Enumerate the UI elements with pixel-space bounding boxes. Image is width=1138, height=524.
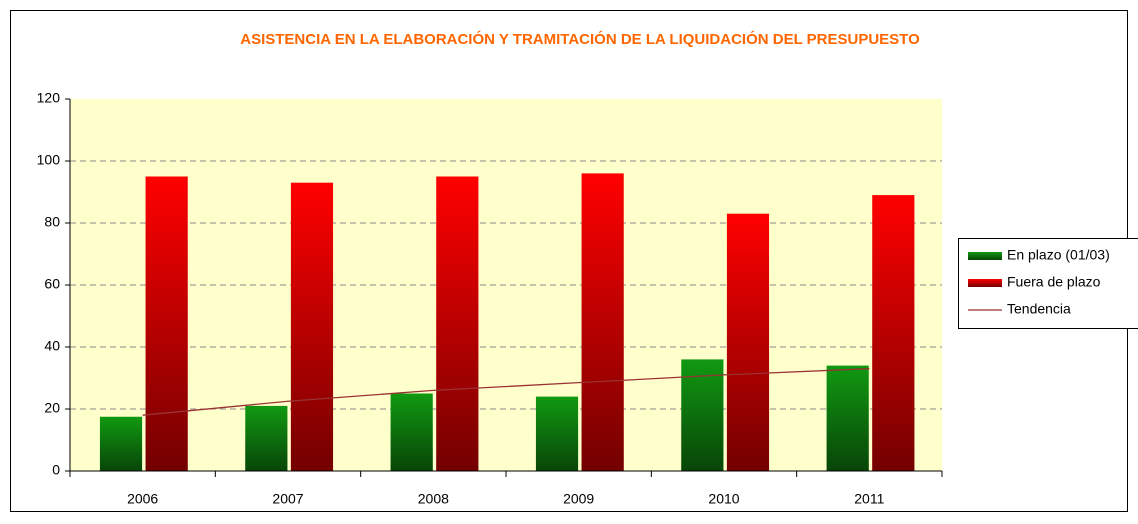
x-tick-label: 2007 [272,491,303,507]
bar-shade [290,182,334,471]
bar-shade [245,405,288,471]
bar-shade [681,359,724,471]
bar-shade [390,393,433,471]
legend-label: Tendencia [1007,301,1071,317]
x-tick-label: 2008 [418,491,449,507]
trend-line [142,368,870,416]
x-tick-label: 2006 [127,491,158,507]
bar-shade [826,365,869,471]
chart-title: ASISTENCIA EN LA ELABORACIÓN Y TRAMITACI… [240,30,920,48]
x-tick-label: 2009 [563,491,594,507]
x-tick-label: 2011 [854,491,884,507]
legend-swatch-shade [968,279,1002,287]
legend-swatch-shade [968,252,1002,260]
bar-shade [436,176,479,471]
bar-shade [872,195,915,471]
x-tick-label: 2010 [708,491,739,507]
legend-label: Fuera de plazo [1007,274,1101,290]
bar-shade [145,176,188,471]
y-tick-label: 20 [44,400,60,416]
bar-shade [99,416,143,471]
y-tick-label: 40 [44,338,60,354]
y-tick-label: 80 [44,214,60,230]
y-tick-label: 120 [37,90,61,106]
bar-shade [726,213,770,471]
bar-shade [581,173,624,471]
bar-shade [535,396,579,471]
legend-label: En plazo (01/03) [1007,247,1110,263]
y-tick-label: 0 [52,462,60,478]
y-tick-label: 100 [37,152,61,168]
y-tick-label: 60 [44,276,60,292]
